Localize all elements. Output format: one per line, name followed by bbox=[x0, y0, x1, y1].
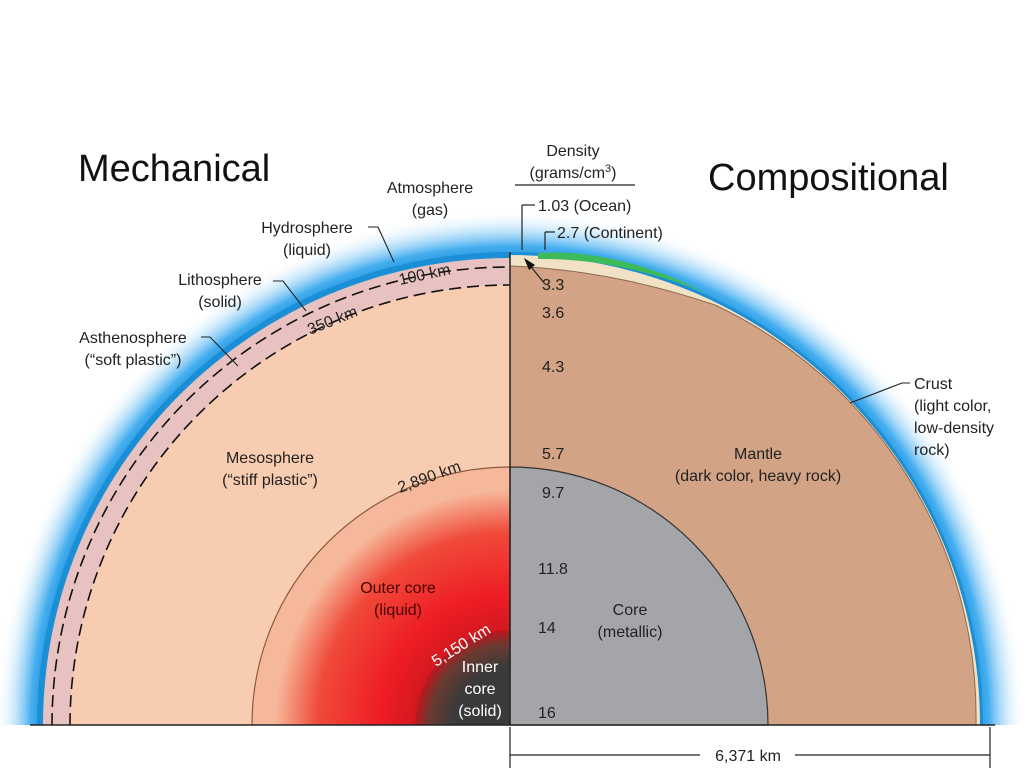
crust-sublabel-1: (light color, bbox=[914, 398, 991, 415]
density-value: 3.6 bbox=[542, 305, 564, 322]
density-value: 3.3 bbox=[542, 277, 564, 294]
inner-core-label: Inner bbox=[462, 659, 499, 676]
inner-core-label-2: core bbox=[464, 681, 495, 698]
boundary-100km bbox=[51, 266, 511, 726]
density-continent: 2.7 (Continent) bbox=[557, 225, 663, 242]
density-units: (grams/cm3) bbox=[529, 163, 616, 182]
density-value: 11.8 bbox=[538, 561, 568, 578]
mantle-sublabel: (dark color, heavy rock) bbox=[675, 468, 841, 485]
density-value: 9.7 bbox=[542, 485, 564, 502]
density-value: 16 bbox=[538, 705, 556, 722]
outer-core-sublabel: (liquid) bbox=[374, 602, 422, 619]
title-compositional: Compositional bbox=[708, 157, 949, 199]
lithosphere-label: Lithosphere bbox=[178, 272, 262, 289]
crust-sublabel-2: low-density bbox=[914, 420, 994, 437]
core-sublabel: (metallic) bbox=[598, 624, 663, 641]
mesosphere-label: Mesosphere bbox=[226, 450, 314, 467]
core-label: Core bbox=[613, 602, 648, 619]
hydrosphere-sublabel: (liquid) bbox=[283, 242, 331, 259]
atmosphere-label: Atmosphere bbox=[387, 180, 473, 197]
asthenosphere-sublabel: (“soft plastic”) bbox=[85, 352, 182, 369]
continent-layer bbox=[538, 252, 712, 296]
density-value: 5.7 bbox=[542, 446, 564, 463]
atmosphere-sublabel: (gas) bbox=[412, 202, 448, 219]
crust-label: Crust bbox=[914, 376, 953, 393]
hydrosphere-label: Hydrosphere bbox=[261, 220, 353, 237]
arrow-icon bbox=[524, 258, 535, 270]
lithosphere-sublabel: (solid) bbox=[198, 294, 242, 311]
density-ocean: 1.03 (Ocean) bbox=[538, 198, 631, 215]
radius-label: 6,371 km bbox=[715, 748, 781, 765]
boundary-350km bbox=[69, 284, 511, 726]
crust-sublabel-3: rock) bbox=[914, 442, 950, 459]
asthenosphere-label: Asthenosphere bbox=[79, 330, 187, 347]
density-value: 14 bbox=[538, 620, 556, 637]
inner-core-sublabel: (solid) bbox=[458, 703, 502, 720]
mantle-label: Mantle bbox=[734, 446, 782, 463]
title-mechanical: Mechanical bbox=[78, 148, 270, 190]
inner-core-layer bbox=[415, 630, 510, 725]
outer-core-label: Outer core bbox=[360, 580, 436, 597]
density-value: 4.3 bbox=[542, 359, 564, 376]
mesosphere-sublabel: (“stiff plastic”) bbox=[222, 472, 318, 489]
density-header: Density bbox=[546, 143, 599, 160]
core-layer bbox=[509, 466, 769, 726]
